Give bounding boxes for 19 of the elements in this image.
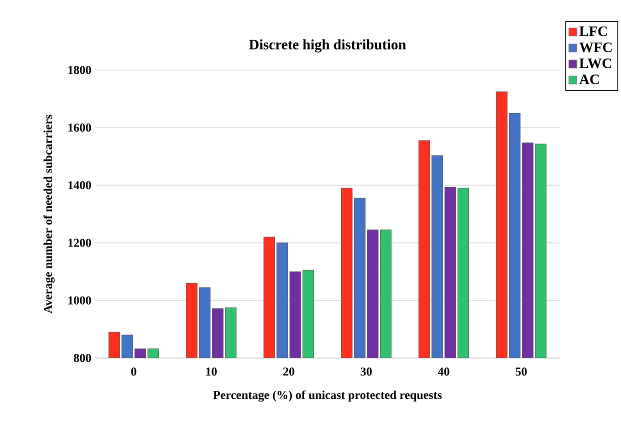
x-tick-label: 30 — [360, 368, 372, 376]
legend-label: WFC — [579, 42, 612, 52]
y-tick-label: 1000 — [68, 296, 92, 304]
chart-title: Discrete high distribution — [249, 39, 406, 52]
x-tick-label: 50 — [516, 368, 527, 376]
y-tick-label: 1400 — [68, 181, 92, 190]
x-tick-label: 40 — [438, 368, 450, 376]
legend-label: LWC — [579, 58, 612, 68]
x-tick-label: 10 — [206, 368, 217, 376]
x-tick-label: 20 — [283, 368, 294, 376]
x-tick-label: 0 — [131, 368, 136, 376]
y-tick-label: 800 — [74, 354, 92, 362]
y-tick-label: 1800 — [68, 66, 92, 74]
x-axis-title: Percentage (%) of unicast protected requests — [213, 390, 442, 402]
legend-label: LFC — [579, 26, 607, 36]
y-tick-label: 1600 — [68, 124, 92, 132]
y-tick-label: 1200 — [68, 238, 92, 247]
y-axis-title: Average number of needed subcarriers — [44, 114, 55, 314]
legend-label: AC — [579, 74, 599, 84]
